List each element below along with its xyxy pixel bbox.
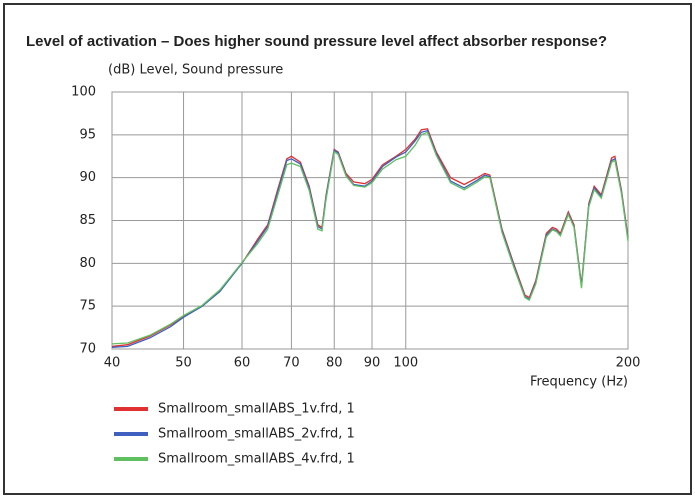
x-tick-label: 100 — [393, 356, 418, 371]
y-tick-label: 100 — [71, 85, 96, 100]
y-axis-label: (dB) Level, Sound pressure — [108, 63, 283, 78]
x-tick-label: 40 — [104, 356, 121, 371]
x-tick-label: 60 — [234, 356, 251, 371]
x-axis-label: Frequency (Hz) — [530, 375, 628, 390]
y-tick-label: 75 — [79, 299, 96, 314]
y-tick-label: 85 — [79, 213, 96, 228]
x-tick-label: 70 — [283, 356, 300, 371]
y-tick-label: 70 — [79, 342, 96, 357]
legend-label: Smallroom_smallABS_1v.frd, 1 — [158, 402, 355, 417]
legend-label: Smallroom_smallABS_2v.frd, 1 — [158, 427, 355, 442]
y-tick-label: 80 — [79, 256, 96, 271]
legend-label: Smallroom_smallABS_4v.frd, 1 — [158, 452, 355, 467]
x-tick-label: 50 — [175, 356, 192, 371]
y-tick-label: 95 — [79, 127, 96, 142]
chart-title: Level of activation – Does higher sound … — [26, 33, 607, 50]
x-tick-label: 200 — [616, 356, 641, 371]
x-tick-label: 90 — [364, 356, 381, 371]
y-tick-label: 90 — [79, 170, 96, 185]
series-line — [111, 131, 629, 345]
x-tick-label: 80 — [326, 356, 343, 371]
